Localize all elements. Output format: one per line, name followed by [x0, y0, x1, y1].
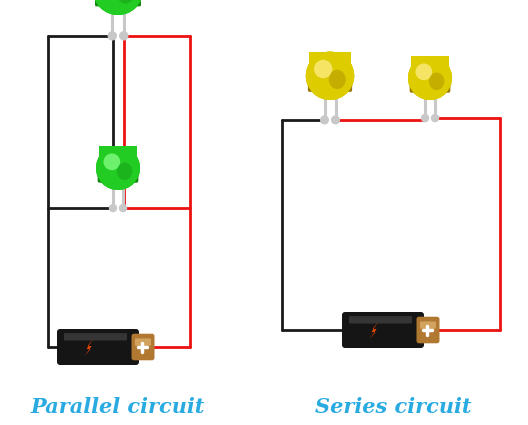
FancyBboxPatch shape [131, 334, 155, 360]
Ellipse shape [429, 73, 444, 90]
Circle shape [421, 115, 429, 122]
FancyBboxPatch shape [410, 79, 450, 92]
FancyBboxPatch shape [410, 80, 450, 93]
Ellipse shape [117, 0, 135, 4]
FancyBboxPatch shape [95, 0, 141, 5]
Ellipse shape [117, 162, 133, 180]
Circle shape [408, 56, 452, 100]
Ellipse shape [329, 70, 346, 89]
Circle shape [408, 56, 452, 100]
FancyBboxPatch shape [57, 329, 139, 365]
Circle shape [96, 146, 140, 190]
Circle shape [320, 116, 328, 124]
Circle shape [96, 146, 140, 190]
FancyBboxPatch shape [100, 164, 136, 170]
Circle shape [332, 116, 340, 124]
FancyBboxPatch shape [98, 169, 138, 181]
Circle shape [93, 0, 143, 15]
FancyBboxPatch shape [64, 333, 127, 340]
Circle shape [93, 0, 143, 15]
FancyBboxPatch shape [342, 312, 424, 348]
Circle shape [119, 204, 127, 212]
FancyBboxPatch shape [417, 317, 439, 343]
FancyBboxPatch shape [310, 72, 350, 78]
Text: Parallel circuit: Parallel circuit [31, 397, 205, 417]
Circle shape [306, 51, 354, 100]
FancyBboxPatch shape [308, 77, 352, 91]
Circle shape [416, 63, 432, 80]
FancyBboxPatch shape [95, 0, 141, 6]
Circle shape [408, 56, 452, 100]
Circle shape [109, 204, 117, 212]
FancyBboxPatch shape [309, 51, 351, 76]
Circle shape [431, 115, 438, 122]
Circle shape [120, 32, 128, 40]
FancyBboxPatch shape [135, 338, 151, 346]
Polygon shape [84, 338, 93, 356]
Circle shape [96, 146, 140, 190]
FancyBboxPatch shape [308, 78, 352, 92]
Circle shape [314, 60, 333, 78]
Circle shape [306, 51, 354, 100]
Circle shape [108, 32, 116, 40]
FancyBboxPatch shape [420, 321, 436, 329]
Polygon shape [370, 321, 379, 339]
FancyBboxPatch shape [412, 74, 448, 80]
Circle shape [306, 51, 354, 100]
Circle shape [93, 0, 143, 15]
FancyBboxPatch shape [99, 146, 137, 168]
Circle shape [103, 153, 120, 170]
FancyBboxPatch shape [98, 170, 138, 183]
Text: Series circuit: Series circuit [315, 397, 472, 417]
FancyBboxPatch shape [349, 316, 412, 323]
FancyBboxPatch shape [411, 56, 449, 78]
